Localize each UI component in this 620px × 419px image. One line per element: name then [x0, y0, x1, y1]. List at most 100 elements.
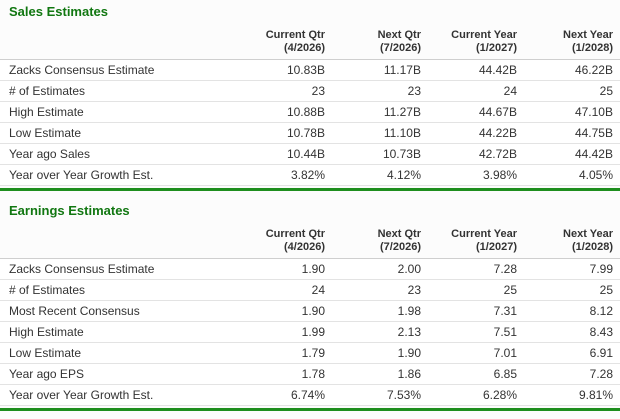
- earnings-estimates-section: Earnings Estimates Current Qtr (4/2026) Ne…: [0, 204, 620, 411]
- value-cell: 47.10B: [524, 101, 620, 123]
- value-cell: 10.78B: [236, 122, 332, 144]
- value-cell: 25: [428, 279, 524, 301]
- value-cell: 2.00: [332, 258, 428, 280]
- row-label: Year over Year Growth Est.: [0, 384, 236, 406]
- value-cell: 24: [428, 80, 524, 102]
- table-row: Low Estimate 10.78B 11.10B 44.22B 44.75B: [0, 122, 620, 144]
- value-cell: 23: [236, 80, 332, 102]
- earnings-table-header: Current Qtr (4/2026) Next Qtr (7/2026) Curre…: [0, 228, 620, 259]
- column-header-period: Current Year: [451, 29, 517, 41]
- column-header-date: (1/2028): [572, 42, 613, 54]
- value-cell: 23: [332, 279, 428, 301]
- value-cell: 25: [524, 80, 620, 102]
- column-header: Next Year (1/2028): [524, 29, 620, 60]
- table-row: Most Recent Consensus 1.90 1.98 7.31 8.12: [0, 300, 620, 322]
- value-cell: 3.98%: [428, 164, 524, 186]
- sales-table-body: Zacks Consensus Estimate 10.83B 11.17B 44.4…: [0, 59, 620, 186]
- value-cell: 6.74%: [236, 384, 332, 406]
- value-cell: 44.75B: [524, 122, 620, 144]
- value-cell: 7.01: [428, 342, 524, 364]
- section-title-sales: Sales Estimates: [9, 4, 109, 19]
- value-cell: 3.82%: [236, 164, 332, 186]
- value-cell: 44.42B: [524, 143, 620, 165]
- value-cell: 44.67B: [428, 101, 524, 123]
- column-header: Current Year (1/2027): [428, 29, 524, 60]
- value-cell: 7.31: [428, 300, 524, 322]
- row-label: Year over Year Growth Est.: [0, 164, 236, 186]
- row-label: Low Estimate: [0, 342, 236, 364]
- value-cell: 1.90: [236, 258, 332, 280]
- column-header-date: (1/2027): [476, 42, 517, 54]
- header-spacer-cell: [0, 29, 236, 60]
- table-row: Year over Year Growth Est. 3.82% 4.12% 3.98…: [0, 164, 620, 186]
- sales-table-header: Current Qtr (4/2026) Next Qtr (7/2026) Curre…: [0, 29, 620, 60]
- row-label: Low Estimate: [0, 122, 236, 144]
- value-cell: 44.22B: [428, 122, 524, 144]
- earnings-table-body: Zacks Consensus Estimate 1.90 2.00 7.28 7.99…: [0, 258, 620, 406]
- value-cell: 11.17B: [332, 59, 428, 81]
- value-cell: 7.53%: [332, 384, 428, 406]
- table-row: Zacks Consensus Estimate 10.83B 11.17B 44.4…: [0, 59, 620, 81]
- column-header: Next Qtr (7/2026): [332, 29, 428, 60]
- value-cell: 4.05%: [524, 164, 620, 186]
- value-cell: 1.79: [236, 342, 332, 364]
- column-header-period: Current Year: [451, 228, 517, 240]
- value-cell: 11.10B: [332, 122, 428, 144]
- column-header-date: (4/2026): [284, 241, 325, 253]
- row-label: Year ago Sales: [0, 143, 236, 165]
- value-cell: 23: [332, 80, 428, 102]
- value-cell: 9.81%: [524, 384, 620, 406]
- value-cell: 1.78: [236, 363, 332, 385]
- value-cell: 46.22B: [524, 59, 620, 81]
- column-header: Current Qtr (4/2026): [236, 228, 332, 259]
- value-cell: 10.73B: [332, 143, 428, 165]
- row-label: Year ago EPS: [0, 363, 236, 385]
- column-header-date: (7/2026): [380, 42, 421, 54]
- value-cell: 1.98: [332, 300, 428, 322]
- row-label: Zacks Consensus Estimate: [0, 258, 236, 280]
- row-label: High Estimate: [0, 101, 236, 123]
- value-cell: 7.51: [428, 321, 524, 343]
- value-cell: 10.88B: [236, 101, 332, 123]
- value-cell: 7.28: [428, 258, 524, 280]
- value-cell: 11.27B: [332, 101, 428, 123]
- value-cell: 24: [236, 279, 332, 301]
- column-header-period: Current Qtr: [265, 228, 325, 240]
- value-cell: 4.12%: [332, 164, 428, 186]
- value-cell: 1.90: [236, 300, 332, 322]
- value-cell: 7.28: [524, 363, 620, 385]
- value-cell: 44.42B: [428, 59, 524, 81]
- row-label: High Estimate: [0, 321, 236, 343]
- column-header-period: Next Year: [563, 29, 613, 41]
- header-row: Current Qtr (4/2026) Next Qtr (7/2026) Curre…: [0, 228, 620, 259]
- value-cell: 42.72B: [428, 143, 524, 165]
- table-row: Year over Year Growth Est. 6.74% 7.53% 6.28…: [0, 384, 620, 406]
- value-cell: 1.90: [332, 342, 428, 364]
- table-row: Year ago EPS 1.78 1.86 6.85 7.28: [0, 363, 620, 385]
- value-cell: 8.12: [524, 300, 620, 322]
- column-header-date: (4/2026): [284, 42, 325, 54]
- value-cell: 10.83B: [236, 59, 332, 81]
- header-row: Current Qtr (4/2026) Next Qtr (7/2026) Curre…: [0, 29, 620, 60]
- sales-estimates-table: Current Qtr (4/2026) Next Qtr (7/2026) Curre…: [0, 29, 620, 186]
- value-cell: 1.86: [332, 363, 428, 385]
- earnings-estimates-table: Current Qtr (4/2026) Next Qtr (7/2026) Curre…: [0, 228, 620, 406]
- value-cell: 1.99: [236, 321, 332, 343]
- column-header-period: Next Qtr: [377, 29, 421, 41]
- column-header-date: (7/2026): [380, 241, 421, 253]
- row-label: # of Estimates: [0, 279, 236, 301]
- value-cell: 6.85: [428, 363, 524, 385]
- value-cell: 25: [524, 279, 620, 301]
- value-cell: 6.28%: [428, 384, 524, 406]
- section-divider-rule: [0, 188, 620, 191]
- column-header-period: Current Qtr: [265, 29, 325, 41]
- value-cell: 6.91: [524, 342, 620, 364]
- table-row: High Estimate 1.99 2.13 7.51 8.43: [0, 321, 620, 343]
- column-header: Next Qtr (7/2026): [332, 228, 428, 259]
- header-spacer-cell: [0, 228, 236, 259]
- value-cell: 2.13: [332, 321, 428, 343]
- column-header-date: (1/2027): [476, 241, 517, 253]
- column-header-date: (1/2028): [572, 241, 613, 253]
- value-cell: 8.43: [524, 321, 620, 343]
